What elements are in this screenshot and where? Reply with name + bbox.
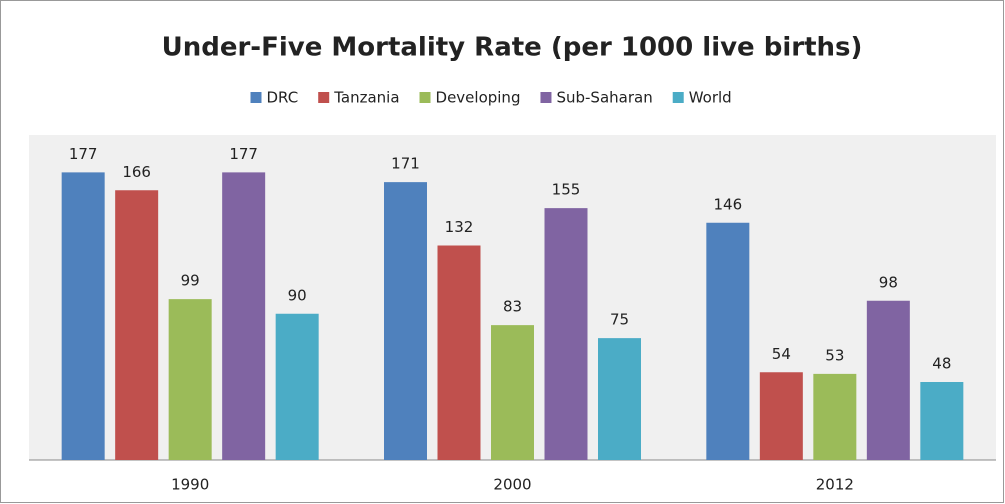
- bar: [813, 373, 857, 460]
- legend-label: Tanzania: [333, 89, 399, 107]
- bar: [866, 300, 910, 460]
- bar: [384, 182, 427, 460]
- legend-swatch: [672, 92, 684, 103]
- chart-title: Under-Five Mortality Rate (per 1000 live…: [162, 33, 863, 63]
- value-label: 177: [229, 145, 258, 163]
- bar: [598, 338, 641, 460]
- value-label: 98: [879, 273, 898, 291]
- bar: [115, 190, 159, 460]
- bar: [759, 372, 803, 460]
- value-label: 177: [69, 145, 98, 163]
- value-label: 155: [552, 181, 581, 199]
- value-label: 166: [122, 163, 151, 181]
- value-label: 171: [391, 155, 420, 173]
- value-label: 146: [714, 195, 743, 213]
- x-tick-label: 2000: [493, 476, 531, 494]
- bar: [437, 245, 481, 460]
- value-label: 75: [610, 311, 629, 329]
- bar: [168, 299, 212, 460]
- bar: [920, 382, 964, 460]
- legend-label: World: [689, 89, 732, 107]
- value-label: 54: [772, 345, 791, 363]
- bar: [61, 172, 105, 460]
- bar: [706, 222, 750, 460]
- bar: [491, 325, 534, 460]
- bar: [275, 313, 319, 460]
- value-label: 132: [445, 218, 474, 236]
- legend-label: DRC: [267, 89, 299, 107]
- x-tick-label: 2012: [816, 476, 854, 494]
- value-label: 99: [181, 272, 200, 290]
- legend-swatch: [419, 92, 431, 103]
- value-label: 48: [932, 355, 951, 373]
- legend-swatch: [250, 92, 262, 103]
- bar: [222, 172, 266, 460]
- legend-swatch: [318, 92, 330, 103]
- legend-label: Sub-Saharan: [556, 89, 652, 107]
- value-label: 83: [503, 298, 522, 316]
- bar: [544, 208, 588, 460]
- value-label: 53: [825, 346, 844, 364]
- legend-swatch: [540, 92, 552, 103]
- legend-label: Developing: [436, 89, 521, 107]
- x-tick-label: 1990: [171, 476, 209, 494]
- value-label: 90: [288, 286, 307, 304]
